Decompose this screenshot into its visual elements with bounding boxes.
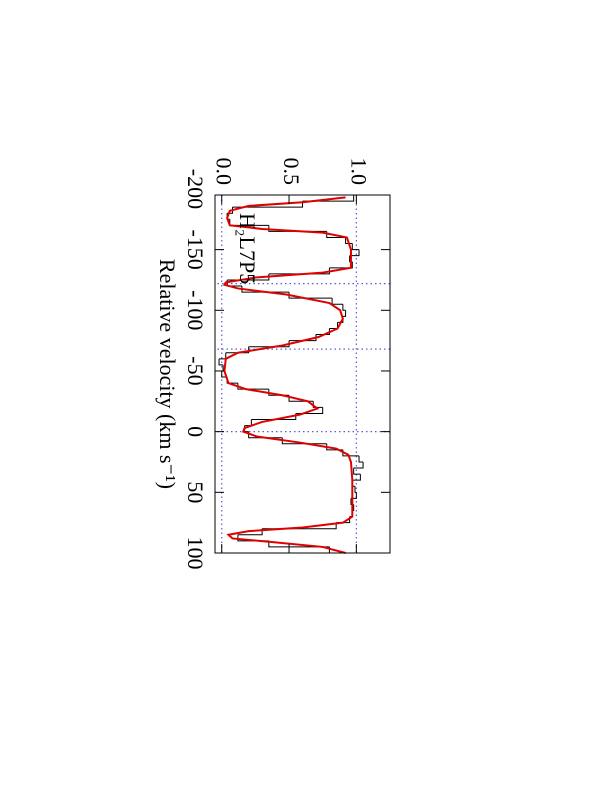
data-step bbox=[225, 346, 250, 354]
data-step bbox=[354, 486, 357, 493]
x-tick-label: -50 bbox=[183, 356, 208, 385]
data-step bbox=[268, 267, 330, 275]
data-step bbox=[349, 249, 360, 257]
model-line bbox=[222, 196, 354, 554]
data-step bbox=[353, 461, 364, 469]
data-step bbox=[342, 304, 346, 311]
data-step bbox=[353, 468, 361, 475]
plot-frame bbox=[214, 194, 391, 554]
data-step bbox=[331, 298, 343, 305]
data-step bbox=[218, 358, 224, 366]
x-tick-label: 50 bbox=[183, 481, 208, 503]
x-tick-label: -100 bbox=[183, 290, 208, 330]
x-tick-label: 100 bbox=[183, 537, 208, 570]
x-tick-label: -200 bbox=[183, 169, 208, 209]
data-step bbox=[329, 322, 338, 329]
data-step bbox=[221, 370, 228, 378]
data-step bbox=[345, 237, 353, 245]
data-step bbox=[221, 364, 224, 372]
y-tick-label: 0.0 bbox=[212, 158, 237, 186]
y-tick-label: 0.5 bbox=[279, 158, 304, 186]
data-step bbox=[352, 474, 361, 481]
rotated-plot: -200 -150 -100 -50 0 50 100 0.0 0.5 1.0 Relative v… bbox=[155, 158, 391, 570]
annotation: H₂L7P5 bbox=[235, 213, 260, 284]
data-step bbox=[358, 455, 364, 463]
data-step bbox=[268, 540, 330, 548]
data-step bbox=[237, 383, 269, 390]
x-tick-label: 0 bbox=[183, 426, 208, 437]
data-step bbox=[219, 352, 227, 360]
x-tick-label: -150 bbox=[183, 229, 208, 269]
data-step bbox=[248, 340, 290, 348]
data-step bbox=[329, 261, 353, 269]
data-step bbox=[342, 310, 347, 317]
data-step bbox=[312, 401, 323, 408]
data-step bbox=[351, 243, 360, 251]
data-step bbox=[244, 419, 252, 427]
data-step bbox=[289, 334, 317, 342]
y-tick-label: 1.0 bbox=[346, 158, 371, 186]
data-step bbox=[315, 328, 330, 336]
x-axis-label: Relative velocity (km s⁻¹) bbox=[155, 259, 180, 489]
